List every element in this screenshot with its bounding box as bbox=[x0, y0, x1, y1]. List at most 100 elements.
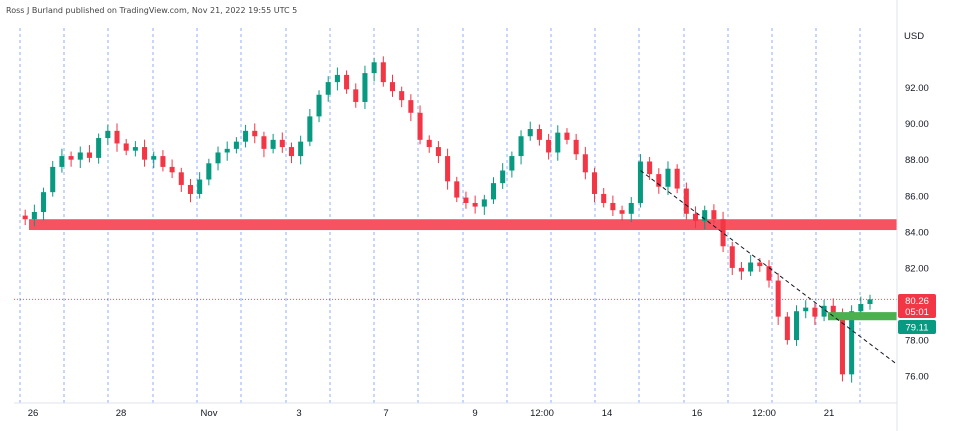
x-tick-5: 9 bbox=[472, 408, 477, 419]
support-zone bbox=[29, 219, 897, 231]
candle-body-61 bbox=[573, 139, 579, 155]
last-price-label: 80.26 bbox=[905, 296, 929, 307]
candle-body-5 bbox=[59, 156, 65, 167]
candle-body-84 bbox=[784, 316, 790, 341]
candle-body-43 bbox=[408, 100, 414, 113]
candle-body-51 bbox=[481, 199, 487, 207]
candle-body-7 bbox=[77, 152, 83, 160]
x-tick-7: 14 bbox=[602, 408, 613, 419]
candle-body-71 bbox=[665, 168, 671, 187]
candle-body-90 bbox=[839, 313, 845, 375]
candle-body-64 bbox=[601, 193, 607, 203]
candle-body-13 bbox=[132, 147, 138, 151]
candle-body-25 bbox=[243, 130, 249, 142]
marker-price-label: 79.11 bbox=[905, 323, 928, 334]
candle-body-60 bbox=[564, 132, 570, 140]
candle-body-62 bbox=[582, 154, 588, 173]
candle-body-52 bbox=[490, 183, 497, 200]
x-tick-3: 3 bbox=[296, 408, 301, 419]
candle-body-77 bbox=[720, 219, 726, 247]
candle-body-6 bbox=[68, 156, 74, 160]
candle-body-79 bbox=[738, 267, 744, 272]
candle-body-3 bbox=[41, 192, 47, 212]
candle-body-14 bbox=[142, 147, 148, 160]
y-tick-4: 84.00 bbox=[905, 227, 929, 238]
last-price-badge bbox=[898, 294, 936, 318]
currency-label: USD bbox=[904, 31, 924, 42]
countdown-label: 05:01 bbox=[905, 307, 929, 318]
candle-body-36 bbox=[344, 74, 350, 90]
candle-body-15 bbox=[151, 156, 157, 160]
price-axis[interactable]: 92.00 90.00 88.00 86.00 84.00 82.00 78.00 76.00 bbox=[905, 83, 929, 383]
candle-body-57 bbox=[536, 129, 542, 140]
candle-body-23 bbox=[224, 148, 230, 153]
y-tick-6: 78.00 bbox=[905, 336, 929, 347]
y-tick-1: 90.00 bbox=[905, 119, 929, 130]
x-tick-0: 26 bbox=[28, 408, 39, 419]
candle-body-48 bbox=[454, 181, 460, 198]
candles bbox=[22, 56, 873, 383]
candle-body-87 bbox=[812, 307, 818, 317]
candle-body-12 bbox=[123, 143, 129, 151]
y-tick-0: 92.00 bbox=[905, 83, 929, 94]
candle-body-67 bbox=[628, 202, 634, 214]
candle-body-81 bbox=[757, 262, 763, 267]
candle-body-88 bbox=[821, 305, 827, 317]
candle-body-33 bbox=[316, 94, 322, 117]
candle-body-89 bbox=[830, 305, 836, 314]
candle-body-85 bbox=[794, 311, 800, 341]
candle-body-82 bbox=[766, 266, 772, 281]
overlay bbox=[14, 170, 897, 365]
y-tick-2: 88.00 bbox=[905, 155, 929, 166]
candle-body-16 bbox=[160, 156, 166, 167]
zones bbox=[29, 219, 897, 231]
candle-body-59 bbox=[555, 132, 561, 153]
candle-body-9 bbox=[96, 138, 102, 158]
candle-body-30 bbox=[288, 147, 295, 157]
candle-body-73 bbox=[683, 188, 689, 214]
trendline bbox=[640, 170, 897, 365]
candle-body-74 bbox=[693, 213, 699, 222]
candle-body-76 bbox=[711, 210, 717, 220]
candle-body-63 bbox=[591, 172, 598, 194]
candle-body-4 bbox=[50, 166, 56, 193]
candle-body-78 bbox=[729, 246, 735, 268]
time-axis[interactable]: 26 28 Nov 3 7 9 12:00 14 16 12:00 21 bbox=[28, 408, 835, 419]
candle-body-11 bbox=[114, 130, 120, 144]
candle-body-22 bbox=[215, 152, 221, 164]
marker-price-badge bbox=[898, 320, 936, 334]
candle-body-91 bbox=[849, 311, 855, 375]
candle-body-39 bbox=[371, 62, 377, 74]
candle-body-92 bbox=[858, 304, 864, 312]
candle-body-26 bbox=[252, 130, 258, 137]
candle-body-24 bbox=[233, 141, 239, 149]
x-tick-9: 12:00 bbox=[752, 408, 776, 419]
candle-body-47 bbox=[445, 156, 451, 182]
candle-body-72 bbox=[674, 168, 680, 189]
candle-body-27 bbox=[261, 136, 267, 149]
x-tick-6: 12:00 bbox=[530, 408, 554, 419]
candle-body-42 bbox=[399, 91, 405, 101]
demand-zone bbox=[828, 312, 897, 321]
x-tick-8: 16 bbox=[692, 408, 703, 419]
candle-body-83 bbox=[775, 280, 781, 317]
candle-body-28 bbox=[270, 139, 276, 149]
candle-body-70 bbox=[656, 174, 662, 187]
candle-body-80 bbox=[748, 262, 754, 272]
x-tick-1: 28 bbox=[116, 408, 127, 419]
x-tick-10: 21 bbox=[824, 408, 835, 419]
candle-body-8 bbox=[86, 152, 92, 158]
candle-body-86 bbox=[803, 307, 809, 312]
candle-body-53 bbox=[500, 170, 506, 184]
candle-body-46 bbox=[435, 147, 441, 157]
candle-body-18 bbox=[178, 172, 184, 185]
publisher-line: Ross J Burland published on TradingView.… bbox=[6, 6, 298, 15]
candle-body-75 bbox=[702, 210, 708, 222]
candle-body-40 bbox=[380, 62, 386, 83]
candle-body-2 bbox=[31, 212, 37, 220]
candle-body-93 bbox=[867, 299, 873, 304]
candle-body-68 bbox=[637, 161, 643, 203]
candle-body-44 bbox=[417, 112, 423, 140]
